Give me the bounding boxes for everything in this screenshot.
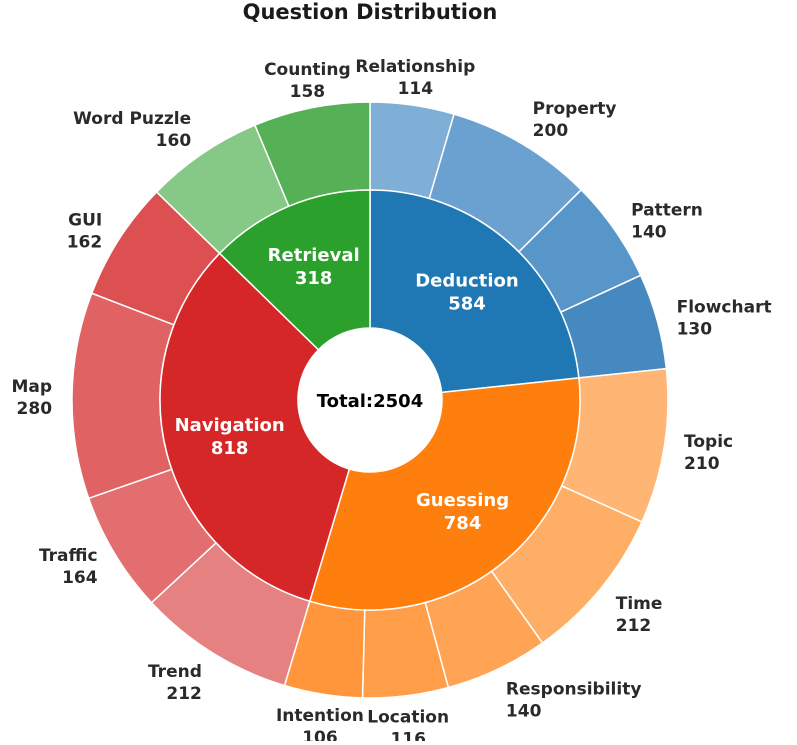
inner-label-retrieval: Retrieval 318 [268, 245, 360, 289]
outer-label-property: Property 200 [533, 99, 617, 141]
outer-label-pattern: Pattern 140 [631, 201, 703, 243]
outer-label-trend: Trend 212 [148, 662, 202, 704]
outer-wedge-map [71, 292, 175, 500]
inner-label-navigation: Navigation 818 [175, 415, 285, 459]
inner-ring [159, 189, 581, 611]
outer-label-responsibility: Responsibility 140 [506, 679, 642, 721]
outer-ring [71, 101, 669, 699]
outer-label-time: Time 212 [616, 594, 663, 636]
outer-label-topic: Topic 210 [684, 432, 733, 474]
center-total-label: Total:2504 [317, 391, 423, 412]
inner-label-guessing: Guessing 784 [416, 490, 509, 534]
outer-label-flowchart: Flowchart 130 [677, 298, 772, 340]
outer-label-relationship: Relationship 114 [355, 57, 475, 99]
outer-label-map: Map 280 [11, 377, 52, 419]
outer-label-counting: Counting 158 [264, 60, 351, 102]
center-hole [298, 328, 442, 472]
outer-label-location: Location 116 [367, 708, 449, 741]
outer-label-gui: GUI 162 [67, 211, 103, 253]
inner-label-deduction: Deduction 584 [415, 271, 518, 315]
outer-label-word-puzzle: Word Puzzle 160 [73, 109, 191, 151]
outer-label-intention: Intention 106 [276, 706, 364, 741]
chart-title: Question Distribution [243, 0, 498, 24]
outer-label-traffic: Traffic 164 [39, 546, 98, 588]
ring-labels: Deduction 584 Relationship 114 Property 200 Pa… [11, 57, 772, 745]
